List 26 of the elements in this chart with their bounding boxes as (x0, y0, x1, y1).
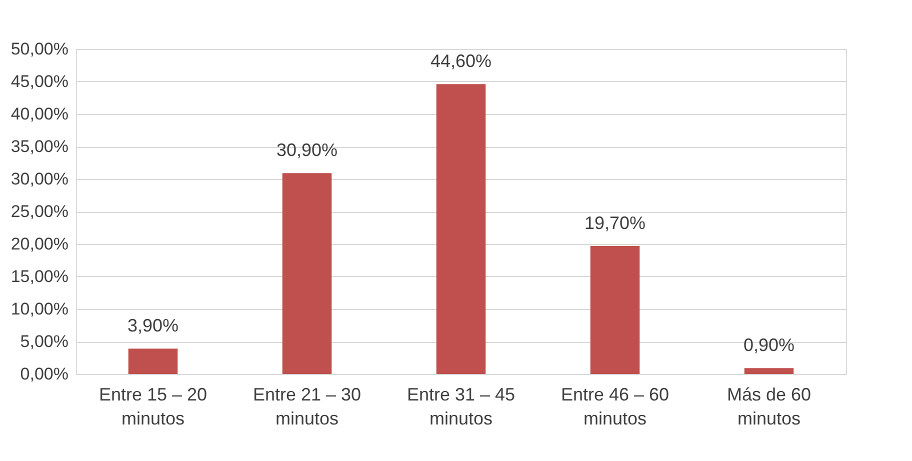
y-tick-label: 35,00% (10, 137, 68, 156)
y-tick-label: 15,00% (10, 267, 68, 286)
bar (590, 246, 640, 374)
bar (282, 173, 332, 374)
bar (744, 368, 794, 374)
x-tick-label: Entre 15 – 20 minutos (98, 384, 208, 428)
bar (436, 84, 486, 374)
x-tick-label: Entre 31 – 45 minutos (406, 384, 516, 428)
y-tick-label: 45,00% (10, 72, 68, 91)
data-label: 0,90% (743, 335, 795, 356)
data-label: 44,60% (430, 51, 492, 72)
y-tick-label: 10,00% (10, 300, 68, 318)
y-tick-label: 50,00% (10, 40, 68, 58)
y-tick-label: 25,00% (10, 202, 68, 221)
data-label: 19,70% (584, 212, 646, 233)
y-tick-label: 20,00% (10, 234, 68, 254)
y-tick-label: 30,00% (10, 170, 68, 188)
y-tick-label: 0,00% (20, 364, 68, 384)
data-label: 3,90% (127, 316, 179, 336)
bar (128, 348, 178, 374)
x-tick-label: Entre 21 – 30 minutos (252, 384, 362, 428)
x-tick-label: Entre 46 – 60 minutos (560, 384, 670, 428)
data-label: 30,90% (276, 140, 338, 160)
x-tick-label: Más de 60 minutos (726, 384, 812, 428)
y-tick-label: 40,00% (10, 104, 68, 124)
y-tick-label: 5,00% (20, 332, 68, 351)
